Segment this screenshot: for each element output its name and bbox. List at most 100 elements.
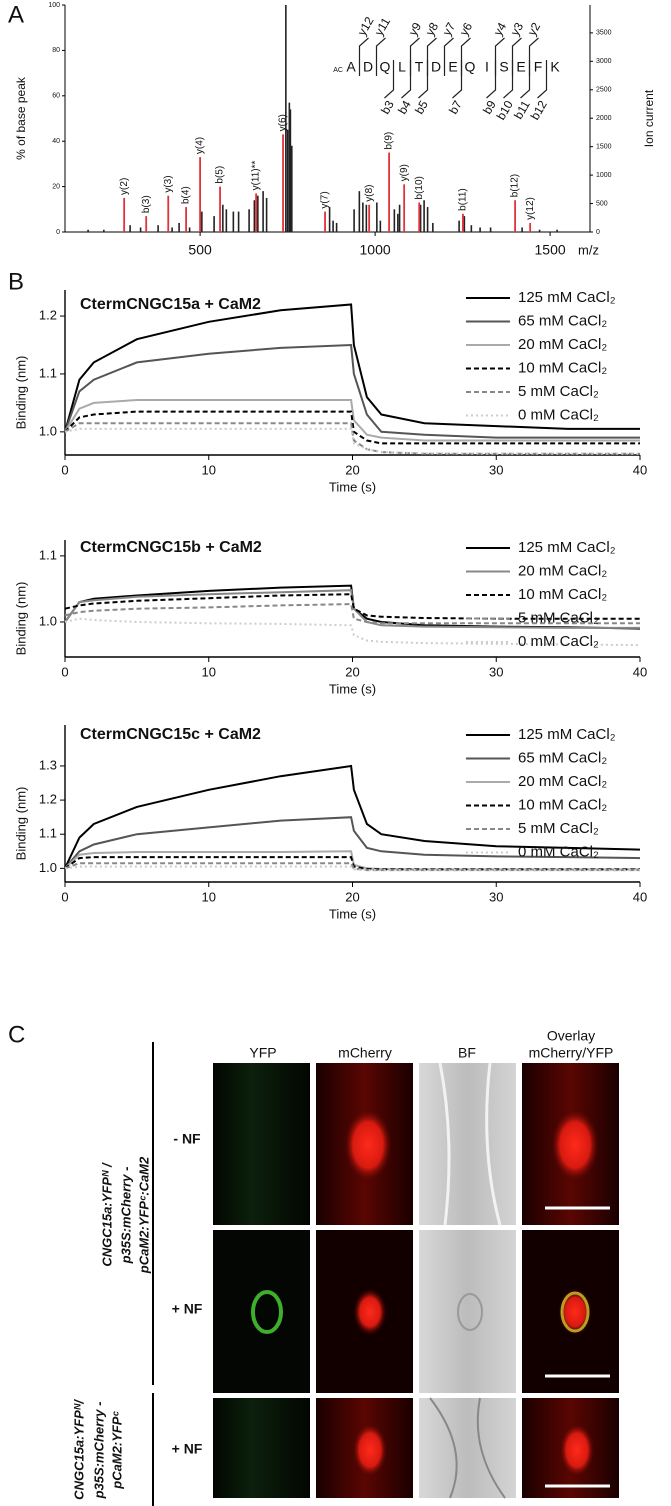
y-tick-label: 40 [52,138,60,145]
series-line [64,816,641,869]
b-ion-label: b4 [395,98,414,117]
peak-label: y(6) [278,114,289,131]
y-tick-label: 80 [52,47,60,54]
b-ion-marker [537,60,548,99]
y-tick-label: 1.0 [39,613,57,628]
peak-label: y(4) [195,137,206,154]
residue: T [415,59,424,75]
b-ion-label: b11 [511,98,533,122]
legend-label: 0 mM CaCl₂ [518,633,599,650]
legend-label: 125 mM CaCl₂ [518,726,616,743]
y-tick-label: 1.3 [39,757,57,772]
y-tick-label: 1.1 [39,826,57,841]
residue: S [499,59,508,75]
b-ion-marker [418,60,429,99]
x-axis-label: m/z [578,242,599,257]
x-tick-label: 0 [61,462,68,477]
cell-wall [429,1397,506,1499]
x-tick-label: 40 [633,664,647,679]
y2-tick-label: 2000 [596,115,612,122]
legend-label: 5 mM CaCl₂ [518,820,599,837]
y2-tick-label: 2500 [596,87,612,94]
residue: Q [465,59,476,75]
b-ion-marker [520,60,531,99]
residue: E [448,59,457,75]
peak-label: y(8) [364,185,375,202]
legend-label: 0 mM CaCl₂ [518,406,599,423]
residue: K [550,59,560,75]
peak-label: b(11) [458,188,469,211]
nucleus [343,1107,393,1183]
legend-label: 5 mM CaCl₂ [518,609,599,626]
residue: F [534,59,543,75]
legend-label: 125 mM CaCl₂ [518,539,616,556]
y-ion-label: y6 [457,20,476,38]
legend-label: 10 mM CaCl₂ [518,586,607,603]
peak-label: b(9) [384,132,395,150]
row-label: + NF [172,1301,203,1317]
b-ion-label: b9 [480,98,499,117]
legend-label: 10 mM CaCl₂ [518,359,607,376]
y-tick-label: 60 [52,93,60,100]
x-axis-label: Time (s) [329,479,376,494]
image-bf [419,1398,516,1498]
y-tick-label: 1.2 [39,307,57,322]
y-axis-label: Binding (nm) [13,582,28,656]
x-tick-label: 10 [202,889,216,904]
b-ion-label: b12 [528,98,550,123]
x-tick-label: 0 [61,889,68,904]
nucleus-ring [560,1291,590,1333]
panel-label: C [8,1021,25,1048]
nucleus [353,1288,387,1336]
x-tick-label: 1500 [535,242,566,258]
x-tick-label: 20 [345,664,359,679]
peak-label: y(12) [525,197,536,220]
y-ion-marker [443,37,454,76]
cell [457,1293,483,1331]
x-tick-label: 30 [489,889,503,904]
legend-label: 10 mM CaCl₂ [518,796,607,813]
construct-label: CNGC15a:YFPᴺ/ [71,1399,86,1500]
series-line [64,343,640,439]
y-ion-label: y9 [406,20,425,38]
panel-label: A [8,1,24,28]
image-bf [419,1063,516,1225]
series-line [64,410,640,445]
y-ion-marker [375,37,386,76]
sequence-prefix: AC [333,67,343,74]
legend-label: 20 mM CaCl₂ [518,562,607,579]
legend-label: 65 mM CaCl₂ [518,749,607,766]
nucleus [559,1422,595,1478]
peak-label: b(5) [215,166,226,184]
residue: E [516,59,525,75]
b-ion-label: b3 [378,98,397,117]
series-line [64,427,640,455]
y-ion-marker [358,37,369,76]
nucleus [352,1422,388,1478]
residue: A [346,59,356,75]
peak-label: y(3) [163,175,174,192]
chart-title: CtermCNGC15c + CaM2 [80,726,261,743]
residue: L [398,59,406,75]
x-tick-label: 500 [188,242,212,258]
image-yfp [213,1063,310,1225]
x-tick-label: 10 [202,462,216,477]
x-axis-label: Time (s) [329,906,376,921]
column-header: Overlay [547,1028,595,1044]
peak-label: y(11)** [251,160,262,190]
peak-label: b(4) [181,186,192,204]
legend-label: 0 mM CaCl₂ [518,843,599,860]
peak-label: b(12) [510,174,521,197]
residue: D [363,59,373,75]
micrographs [213,1062,619,1499]
b-ion-marker [384,60,395,99]
y-tick-label: 1.0 [39,423,57,438]
x-tick-label: 30 [489,462,503,477]
b-ion-marker [503,60,514,99]
column-header: YFP [249,1045,276,1061]
nucleus-ring [251,1290,283,1334]
construct-label: p35S:mCherry - [91,1402,106,1500]
x-tick-label: 1000 [360,242,391,258]
y-axis-label: Binding (nm) [13,787,28,861]
residue: Q [380,59,391,75]
